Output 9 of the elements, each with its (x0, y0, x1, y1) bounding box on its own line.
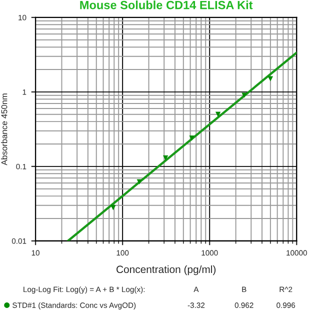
x-axis-title: Concentration (pg/ml) (116, 265, 216, 276)
chart-title: Mouse Soluble CD14 ELISA Kit (80, 0, 253, 10)
point (162, 155, 168, 161)
point (242, 92, 247, 98)
point (110, 205, 116, 210)
point (268, 76, 274, 82)
point (189, 136, 194, 141)
y-axis-title: Absorbance 450nm (1, 94, 8, 166)
point (215, 112, 221, 117)
